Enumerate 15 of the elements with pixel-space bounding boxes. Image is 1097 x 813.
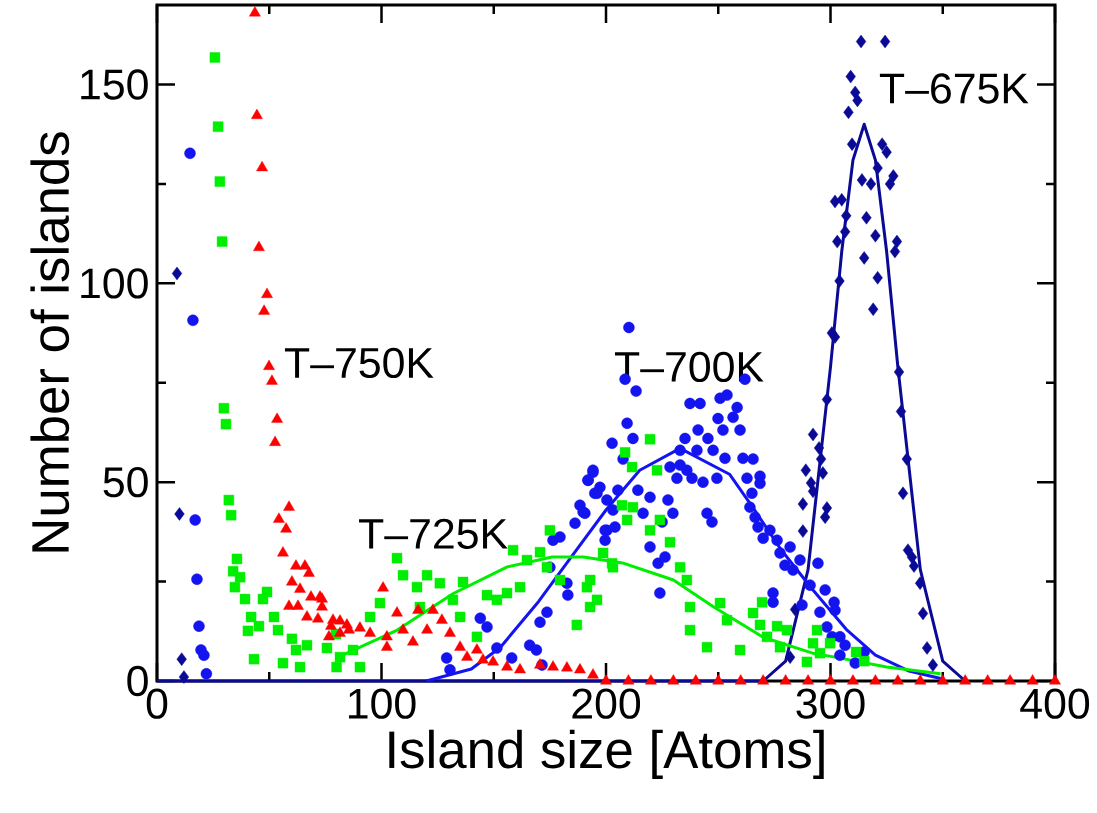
y-tick-label: 0 [127,665,148,697]
series-label: T–675K [879,73,1029,104]
y-tick-label: 50 [103,467,148,498]
x-tick-label: 300 [796,688,865,719]
series-label: T–750K [284,347,434,379]
series-label: T–700K [614,351,764,383]
x-axis-title: Island size [Atoms] [389,729,824,779]
x-tick-label: 100 [349,688,416,719]
y-tick-label: 100 [81,268,148,299]
x-tick-label: 200 [572,688,641,719]
x-tick-label: 0 [146,688,168,719]
x-tick-label: 400 [1020,688,1090,719]
series-label: T–725K [359,518,508,550]
y-axis-title: Number of islands [30,132,70,552]
y-tick-label: 150 [81,69,148,100]
